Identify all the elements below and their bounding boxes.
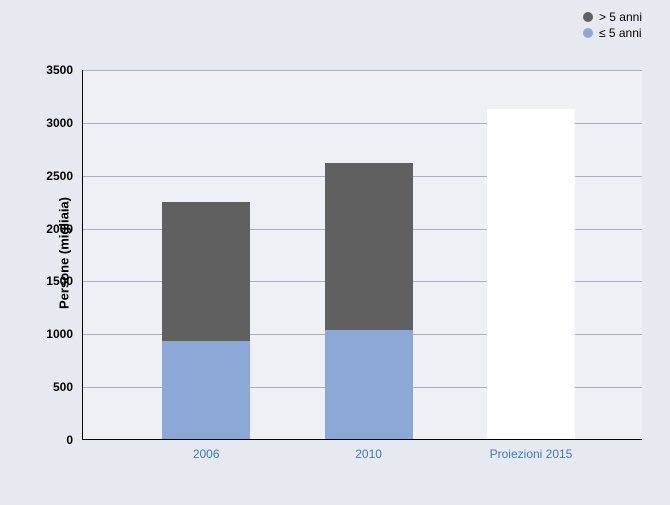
- bar-segment-gt5: [162, 202, 250, 340]
- legend-swatch-gt5: [583, 12, 593, 22]
- y-axis-title: Persone (migliaia): [56, 197, 71, 309]
- bar-2010: [325, 69, 413, 439]
- plot-area: 050010001500200025003000350020062010Proi…: [82, 70, 642, 440]
- bar-segment-total: [487, 109, 575, 439]
- bar-2006: [162, 69, 250, 439]
- legend-label-gt5: > 5 anni: [599, 10, 642, 24]
- bar-Proiezioni 2015: [487, 69, 575, 439]
- x-tick-label: 2006: [193, 447, 220, 461]
- bar-segment-le5: [162, 341, 250, 439]
- legend-swatch-le5: [583, 28, 593, 38]
- y-tick-label: 2500: [28, 169, 73, 183]
- y-tick-label: 3000: [28, 116, 73, 130]
- y-tick-label: 1500: [28, 274, 73, 288]
- y-tick-label: 1000: [28, 327, 73, 341]
- y-tick-label: 3500: [28, 63, 73, 77]
- y-tick-label: 500: [28, 380, 73, 394]
- bar-segment-gt5: [325, 163, 413, 330]
- y-tick-label: 0: [28, 433, 73, 447]
- legend-item-le5: ≤ 5 anni: [583, 26, 642, 40]
- legend-label-le5: ≤ 5 anni: [599, 26, 642, 40]
- x-tick-label: 2010: [355, 447, 382, 461]
- bar-segment-le5: [325, 330, 413, 439]
- x-tick-label: Proiezioni 2015: [490, 447, 573, 461]
- legend-item-gt5: > 5 anni: [583, 10, 642, 24]
- y-tick-label: 2000: [28, 222, 73, 236]
- legend: > 5 anni ≤ 5 anni: [583, 10, 642, 42]
